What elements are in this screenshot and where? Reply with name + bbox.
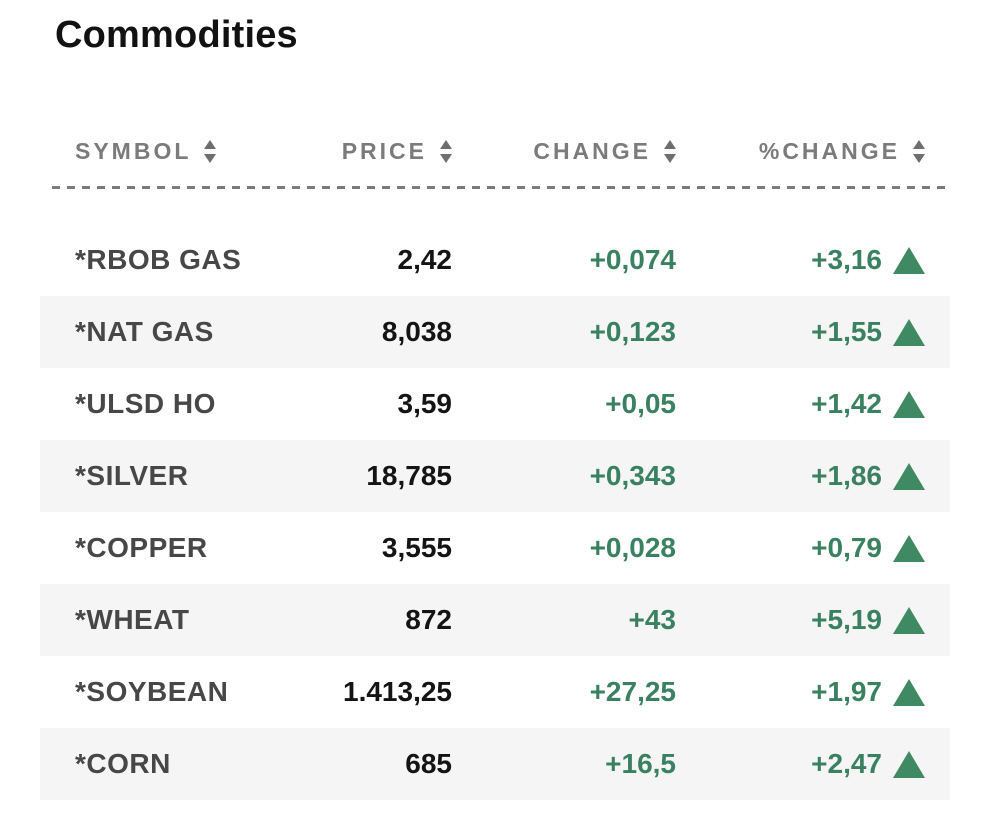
pct-change-cell: +5,19 (685, 604, 950, 636)
table-row-copper[interactable]: *COPPER 3,555 +0,028 +0,79 (40, 512, 950, 584)
price-cell: 8,038 (381, 316, 452, 347)
sort-down-arrow-icon (913, 153, 925, 163)
up-triangle-icon (893, 678, 925, 706)
symbol-cell: *ULSD HO (75, 388, 216, 419)
pct-change-cell: +1,42 (685, 388, 950, 420)
pct-change-value: +5,19 (811, 604, 882, 635)
table-header-row: SYMBOL PRICE CHANGE %CHANGE (40, 129, 950, 173)
sort-down-arrow-icon (440, 153, 452, 163)
table-row-soybean[interactable]: *SOYBEAN 1.413,25 +27,25 +1,97 (40, 656, 950, 728)
price-cell: 685 (405, 748, 452, 779)
pct-change-value: +1,42 (811, 388, 882, 419)
change-cell: +0,123 (589, 316, 676, 347)
up-triangle-icon (893, 750, 925, 778)
column-header-pct-change[interactable]: %CHANGE (685, 138, 950, 165)
pct-change-cell: +1,55 (685, 316, 950, 348)
sort-up-arrow-icon (664, 139, 676, 149)
change-cell: +27,25 (589, 676, 676, 707)
change-cell: +0,074 (589, 244, 676, 275)
sort-icon (913, 139, 925, 163)
column-header-change-label: CHANGE (533, 137, 651, 164)
change-cell: +16,5 (605, 748, 676, 779)
up-triangle-icon (893, 246, 925, 274)
table-row-nat-gas[interactable]: *NAT GAS 8,038 +0,123 +1,55 (40, 296, 950, 368)
sort-down-arrow-icon (664, 153, 676, 163)
header-dashed-divider (52, 186, 950, 189)
up-triangle-icon (893, 534, 925, 562)
column-header-symbol[interactable]: SYMBOL (40, 138, 300, 165)
price-cell: 1.413,25 (343, 676, 452, 707)
column-header-price[interactable]: PRICE (300, 138, 460, 165)
pct-change-cell: +1,86 (685, 460, 950, 492)
sort-down-arrow-icon (204, 153, 217, 163)
up-triangle-icon (893, 462, 925, 490)
change-cell: +43 (628, 604, 677, 635)
pct-change-cell: +0,79 (685, 532, 950, 564)
table-body: *RBOB GAS 2,42 +0,074 +3,16 *NAT GAS 8,0… (40, 224, 950, 800)
table-row-corn[interactable]: *CORN 685 +16,5 +2,47 (40, 728, 950, 800)
price-cell: 18,785 (366, 460, 452, 491)
pct-change-value: +1,55 (811, 316, 882, 347)
table-row-silver[interactable]: *SILVER 18,785 +0,343 +1,86 (40, 440, 950, 512)
price-cell: 872 (405, 604, 452, 635)
table-row-rbob-gas[interactable]: *RBOB GAS 2,42 +0,074 +3,16 (40, 224, 950, 296)
commodities-table: SYMBOL PRICE CHANGE %CHANGE (40, 129, 950, 800)
column-header-symbol-label: SYMBOL (75, 137, 192, 164)
pct-change-cell: +2,47 (685, 748, 950, 780)
pct-change-value: +0,79 (811, 532, 882, 563)
symbol-cell: *WHEAT (75, 604, 190, 635)
up-triangle-icon (893, 390, 925, 418)
up-triangle-icon (893, 606, 925, 634)
column-header-pct-change-label: %CHANGE (758, 137, 900, 164)
sort-up-arrow-icon (204, 139, 217, 149)
sort-up-arrow-icon (440, 139, 452, 149)
pct-change-value: +2,47 (811, 748, 882, 779)
pct-change-value: +3,16 (811, 244, 882, 275)
column-header-change[interactable]: CHANGE (460, 138, 685, 165)
symbol-cell: *SILVER (75, 460, 189, 491)
sort-icon (204, 139, 217, 163)
sort-icon (440, 139, 452, 163)
column-header-price-label: PRICE (341, 137, 427, 164)
price-cell: 3,59 (397, 388, 453, 419)
price-cell: 3,555 (381, 532, 452, 563)
up-triangle-icon (893, 318, 925, 346)
symbol-cell: *RBOB GAS (75, 244, 242, 275)
symbol-cell: *NAT GAS (75, 316, 214, 347)
change-cell: +0,343 (589, 460, 676, 491)
pct-change-value: +1,86 (811, 460, 882, 491)
pct-change-cell: +3,16 (685, 244, 950, 276)
price-cell: 2,42 (397, 244, 453, 275)
symbol-cell: *CORN (75, 748, 171, 779)
table-row-ulsd-ho[interactable]: *ULSD HO 3,59 +0,05 +1,42 (40, 368, 950, 440)
pct-change-cell: +1,97 (685, 676, 950, 708)
sort-up-arrow-icon (913, 139, 925, 149)
pct-change-value: +1,97 (811, 676, 882, 707)
page-title: Commodities (55, 14, 298, 56)
table-row-wheat[interactable]: *WHEAT 872 +43 +5,19 (40, 584, 950, 656)
symbol-cell: *COPPER (75, 532, 208, 563)
symbol-cell: *SOYBEAN (75, 676, 229, 707)
change-cell: +0,05 (605, 388, 676, 419)
sort-icon (664, 139, 676, 163)
change-cell: +0,028 (589, 532, 676, 563)
